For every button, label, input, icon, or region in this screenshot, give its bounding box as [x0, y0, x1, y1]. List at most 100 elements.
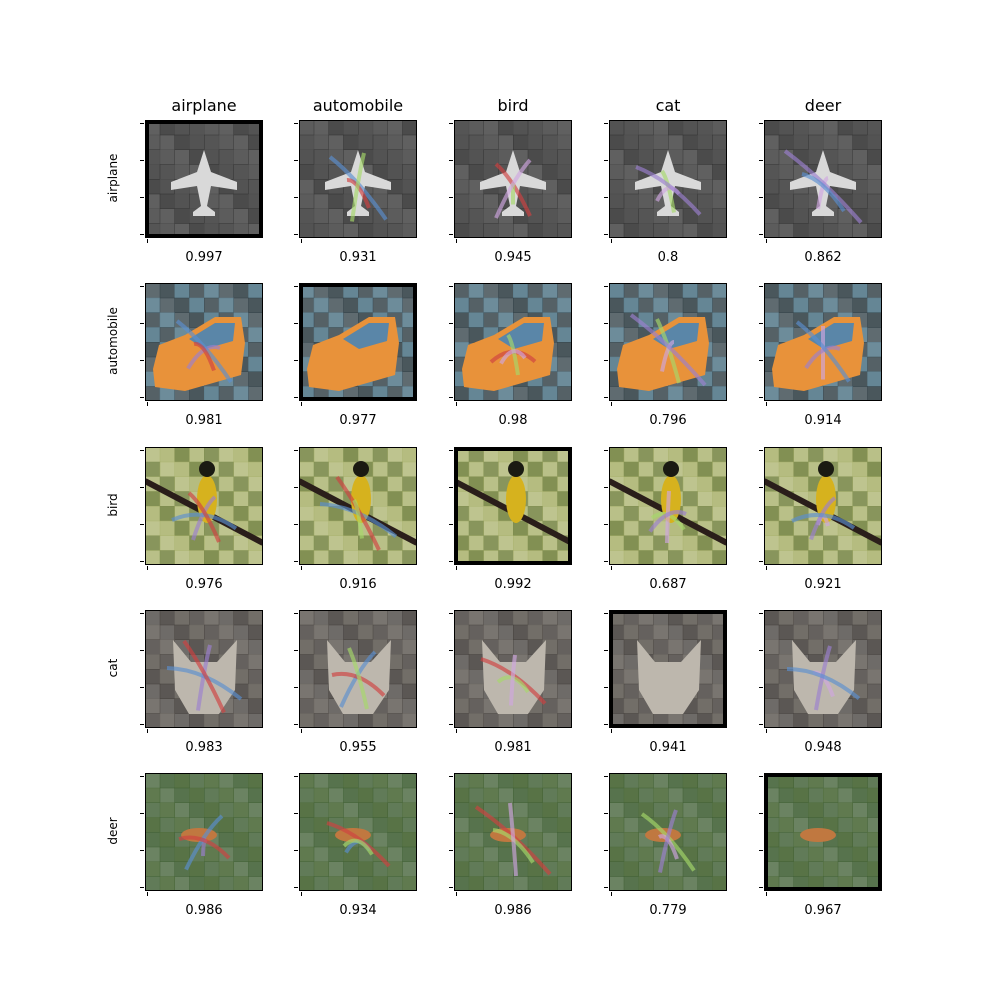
y-tick: [140, 197, 144, 198]
y-tick: [604, 561, 608, 562]
y-tick: [294, 887, 298, 888]
y-tick: [140, 687, 144, 688]
y-tick: [449, 397, 453, 398]
row-label-airplane: airplane: [106, 153, 120, 203]
image-airplane-cat: [609, 120, 727, 238]
y-tick: [759, 561, 763, 562]
image-cell-airplane-as-bird: [454, 120, 572, 238]
image-frame: [454, 610, 572, 728]
image-cell-cat-as-cat: [609, 610, 727, 728]
image-cell-automobile-as-deer: [764, 283, 882, 401]
image-cell-airplane-as-deer: [764, 120, 882, 238]
image-frame: [454, 283, 572, 401]
image-cell-deer-as-airplane: [145, 773, 263, 891]
y-tick: [759, 234, 763, 235]
y-tick: [604, 887, 608, 888]
y-tick: [449, 613, 453, 614]
y-tick: [449, 123, 453, 124]
image-bird-deer: [764, 447, 882, 565]
image-airplane-automobile: [299, 120, 417, 238]
y-tick: [449, 813, 453, 814]
highlight-frame: [609, 610, 727, 728]
score-label: 0.948: [804, 740, 842, 755]
y-tick: [140, 613, 144, 614]
y-tick: [294, 323, 298, 324]
image-cell-airplane-as-airplane: [145, 120, 263, 238]
x-tick: [147, 239, 148, 243]
image-bird-cat: [609, 447, 727, 565]
y-tick: [294, 687, 298, 688]
column-title-airplane: airplane: [171, 96, 237, 115]
y-tick: [759, 397, 763, 398]
image-airplane-airplane: [145, 120, 263, 238]
score-label: 0.967: [804, 903, 842, 918]
image-frame: [764, 120, 882, 238]
image-automobile-bird: [454, 283, 572, 401]
row-label-deer: deer: [106, 817, 120, 845]
score-label: 0.98: [498, 413, 528, 428]
image-frame: [145, 610, 263, 728]
y-tick: [449, 197, 453, 198]
image-frame: [764, 447, 882, 565]
y-tick: [759, 450, 763, 451]
x-tick: [766, 566, 767, 570]
y-tick: [294, 286, 298, 287]
y-tick: [449, 850, 453, 851]
image-deer-automobile: [299, 773, 417, 891]
y-tick: [294, 397, 298, 398]
y-tick: [140, 524, 144, 525]
y-tick: [759, 813, 763, 814]
score-label: 0.977: [339, 413, 377, 428]
y-tick: [294, 850, 298, 851]
x-tick: [301, 239, 302, 243]
y-tick: [449, 724, 453, 725]
score-label: 0.779: [649, 903, 687, 918]
x-tick: [456, 402, 457, 406]
highlight-frame: [299, 283, 417, 401]
y-tick: [449, 323, 453, 324]
y-tick: [759, 123, 763, 124]
x-tick: [766, 239, 767, 243]
score-label: 0.981: [185, 413, 223, 428]
image-cell-cat-as-bird: [454, 610, 572, 728]
column-title-bird: bird: [497, 96, 529, 115]
y-tick: [140, 360, 144, 361]
y-tick: [140, 323, 144, 324]
y-tick: [449, 776, 453, 777]
image-cell-bird-as-airplane: [145, 447, 263, 565]
image-cat-airplane: [145, 610, 263, 728]
image-bird-automobile: [299, 447, 417, 565]
y-tick: [294, 160, 298, 161]
image-deer-deer: [764, 773, 882, 891]
image-frame: [299, 610, 417, 728]
y-tick: [140, 234, 144, 235]
image-automobile-cat: [609, 283, 727, 401]
y-tick: [759, 160, 763, 161]
image-frame: [145, 447, 263, 565]
image-automobile-deer: [764, 283, 882, 401]
image-frame: [764, 283, 882, 401]
y-tick: [294, 776, 298, 777]
y-tick: [759, 360, 763, 361]
image-cat-bird: [454, 610, 572, 728]
image-frame: [454, 773, 572, 891]
y-tick: [604, 397, 608, 398]
image-cell-airplane-as-cat: [609, 120, 727, 238]
x-tick: [301, 402, 302, 406]
y-tick: [604, 123, 608, 124]
highlight-frame: [145, 120, 263, 238]
score-label: 0.931: [339, 250, 377, 265]
score-label: 0.983: [185, 740, 223, 755]
column-title-automobile: automobile: [312, 96, 404, 115]
y-tick: [294, 450, 298, 451]
image-cell-cat-as-airplane: [145, 610, 263, 728]
score-label: 0.921: [804, 577, 842, 592]
y-tick: [604, 487, 608, 488]
image-automobile-automobile: [299, 283, 417, 401]
image-cat-automobile: [299, 610, 417, 728]
image-cell-bird-as-deer: [764, 447, 882, 565]
column-title-deer: deer: [804, 96, 842, 115]
image-cell-automobile-as-automobile: [299, 283, 417, 401]
image-frame: [609, 283, 727, 401]
score-label: 0.687: [649, 577, 687, 592]
